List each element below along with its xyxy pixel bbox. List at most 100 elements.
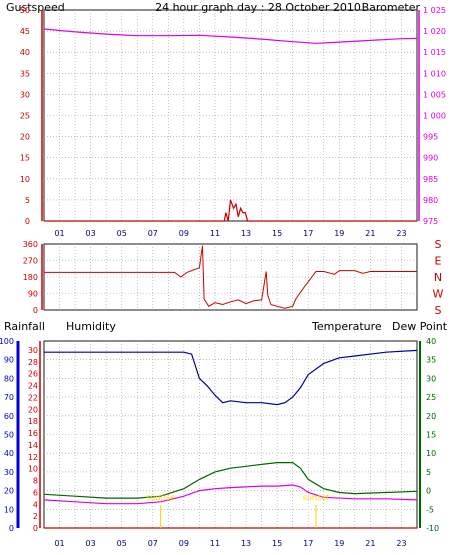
x-tick-label-bottom: 23 [396, 539, 406, 548]
rain-tick-label: 28 [28, 358, 38, 367]
gust-tick-label: 35 [20, 69, 30, 78]
barometer-label: Barometer [362, 1, 421, 14]
x-tick-label-bottom: 21 [365, 539, 375, 548]
x-tick-label-bottom: 05 [117, 539, 127, 548]
humidity-tick-label: 10 [4, 505, 14, 514]
rain-tick-label: 22 [28, 393, 38, 402]
x-tick-label-bottom: 07 [148, 539, 158, 548]
temperature-tick-label: 25 [426, 393, 436, 402]
rain-tick-label: 12 [28, 453, 38, 462]
gust-tick-label: 15 [20, 154, 30, 163]
temperature-tick-label: 40 [426, 337, 436, 346]
baro-tick-label: 985 [423, 175, 438, 184]
humidity-tick-label: 50 [4, 431, 14, 440]
gust-tick-label: 20 [20, 133, 30, 142]
direction-tick-label: 270 [23, 257, 38, 266]
humidity-tick-label: 80 [4, 374, 14, 383]
temperature-label: Temperature [311, 320, 382, 333]
direction-tick-label: 0 [33, 306, 38, 315]
direction-letter: S [435, 238, 442, 251]
humidity-tick-label: 0 [9, 524, 14, 533]
x-tick-label-top: 09 [179, 229, 189, 238]
rain-tick-label: 24 [28, 382, 38, 391]
x-tick-label-top: 01 [54, 229, 64, 238]
gustspeed-label: Gustspeed [6, 1, 65, 14]
x-tick-label-bottom: 15 [272, 539, 282, 548]
sunrise-marker-label: sunrise [146, 493, 175, 502]
x-tick-label-bottom: 03 [86, 539, 96, 548]
x-tick-label-top: 07 [148, 229, 158, 238]
baro-tick-label: 990 [423, 154, 438, 163]
gust-tick-label: 10 [20, 175, 30, 184]
x-tick-label-top: 03 [86, 229, 96, 238]
x-tick-label-top: 21 [365, 229, 375, 238]
temperature-tick-label: -5 [426, 505, 434, 514]
rain-tick-label: 6 [33, 488, 38, 497]
direction-letter: N [434, 271, 442, 284]
humidity-tick-label: 40 [4, 449, 14, 458]
x-tick-label-top: 15 [272, 229, 282, 238]
x-tick-label-bottom: 01 [54, 539, 64, 548]
humidity-label: Humidity [66, 320, 116, 333]
x-tick-label-bottom: 19 [334, 539, 344, 548]
x-tick-label-bottom: 17 [303, 539, 313, 548]
temperature-tick-label: 5 [426, 468, 431, 477]
x-tick-label-top: 11 [210, 229, 220, 238]
humidity-tick-label: 90 [4, 356, 14, 365]
temperature-line [43, 462, 418, 499]
baro-tick-label: 980 [423, 196, 438, 205]
baro-tick-label: 975 [423, 217, 438, 226]
gust-tick-label: 40 [20, 48, 30, 57]
rain-tick-label: 4 [33, 500, 38, 509]
temperature-tick-label: -10 [426, 524, 439, 533]
dew-point-label: Dew Point [392, 320, 448, 333]
temperature-tick-label: 10 [426, 449, 436, 458]
rain-tick-label: 16 [28, 429, 38, 438]
rain-tick-label: 18 [28, 417, 38, 426]
wind-direction-line [44, 245, 417, 309]
x-tick-label-top: 05 [117, 229, 127, 238]
baro-tick-label: 1 000 [423, 112, 446, 121]
x-tick-label-top: 19 [334, 229, 344, 238]
baro-tick-label: 1 015 [423, 48, 446, 57]
humidity-tick-label: 70 [4, 393, 14, 402]
temperature-tick-label: 0 [426, 487, 431, 496]
x-tick-label-top: 13 [241, 229, 251, 238]
rain-tick-label: 30 [28, 346, 38, 355]
baro-tick-label: 1 010 [423, 69, 446, 78]
gust-tick-label: 30 [20, 90, 30, 99]
humidity-tick-label: 20 [4, 487, 14, 496]
chart-title: 24 hour graph day : 28 October 2010 [155, 1, 361, 14]
humidity-tick-label: 30 [4, 468, 14, 477]
baro-tick-label: 1 005 [423, 90, 446, 99]
x-tick-label-bottom: 09 [179, 539, 189, 548]
rain-tick-label: 26 [28, 370, 38, 379]
temperature-tick-label: 35 [426, 356, 436, 365]
x-tick-label-top: 23 [396, 229, 406, 238]
temperature-tick-label: 20 [426, 412, 436, 421]
rain-tick-label: 2 [33, 512, 38, 521]
sunset-marker-label: sunset [303, 493, 330, 502]
direction-letter: W [433, 288, 444, 301]
barometer-line [43, 28, 418, 44]
direction-tick-label: 360 [23, 240, 38, 249]
x-tick-label-bottom: 13 [241, 539, 251, 548]
direction-tick-label: 90 [28, 290, 38, 299]
rain-tick-label: 8 [33, 477, 38, 486]
gust-tick-label: 50 [20, 6, 30, 15]
temperature-tick-label: 30 [426, 374, 436, 383]
baro-tick-label: 1 020 [423, 27, 446, 36]
rainfall-label: Rainfall [4, 320, 45, 333]
baro-tick-label: 1 025 [423, 6, 446, 15]
humidity-tick-label: 100 [0, 337, 14, 346]
x-tick-label-bottom: 11 [210, 539, 220, 548]
gustspeed-line [44, 199, 417, 222]
humidity-line [44, 349, 418, 406]
humidity-tick-label: 60 [4, 412, 14, 421]
rain-tick-label: 10 [28, 465, 38, 474]
gust-tick-label: 25 [20, 112, 30, 121]
rain-tick-label: 20 [28, 405, 38, 414]
direction-letter: S [435, 304, 442, 317]
gust-tick-label: 5 [25, 196, 30, 205]
